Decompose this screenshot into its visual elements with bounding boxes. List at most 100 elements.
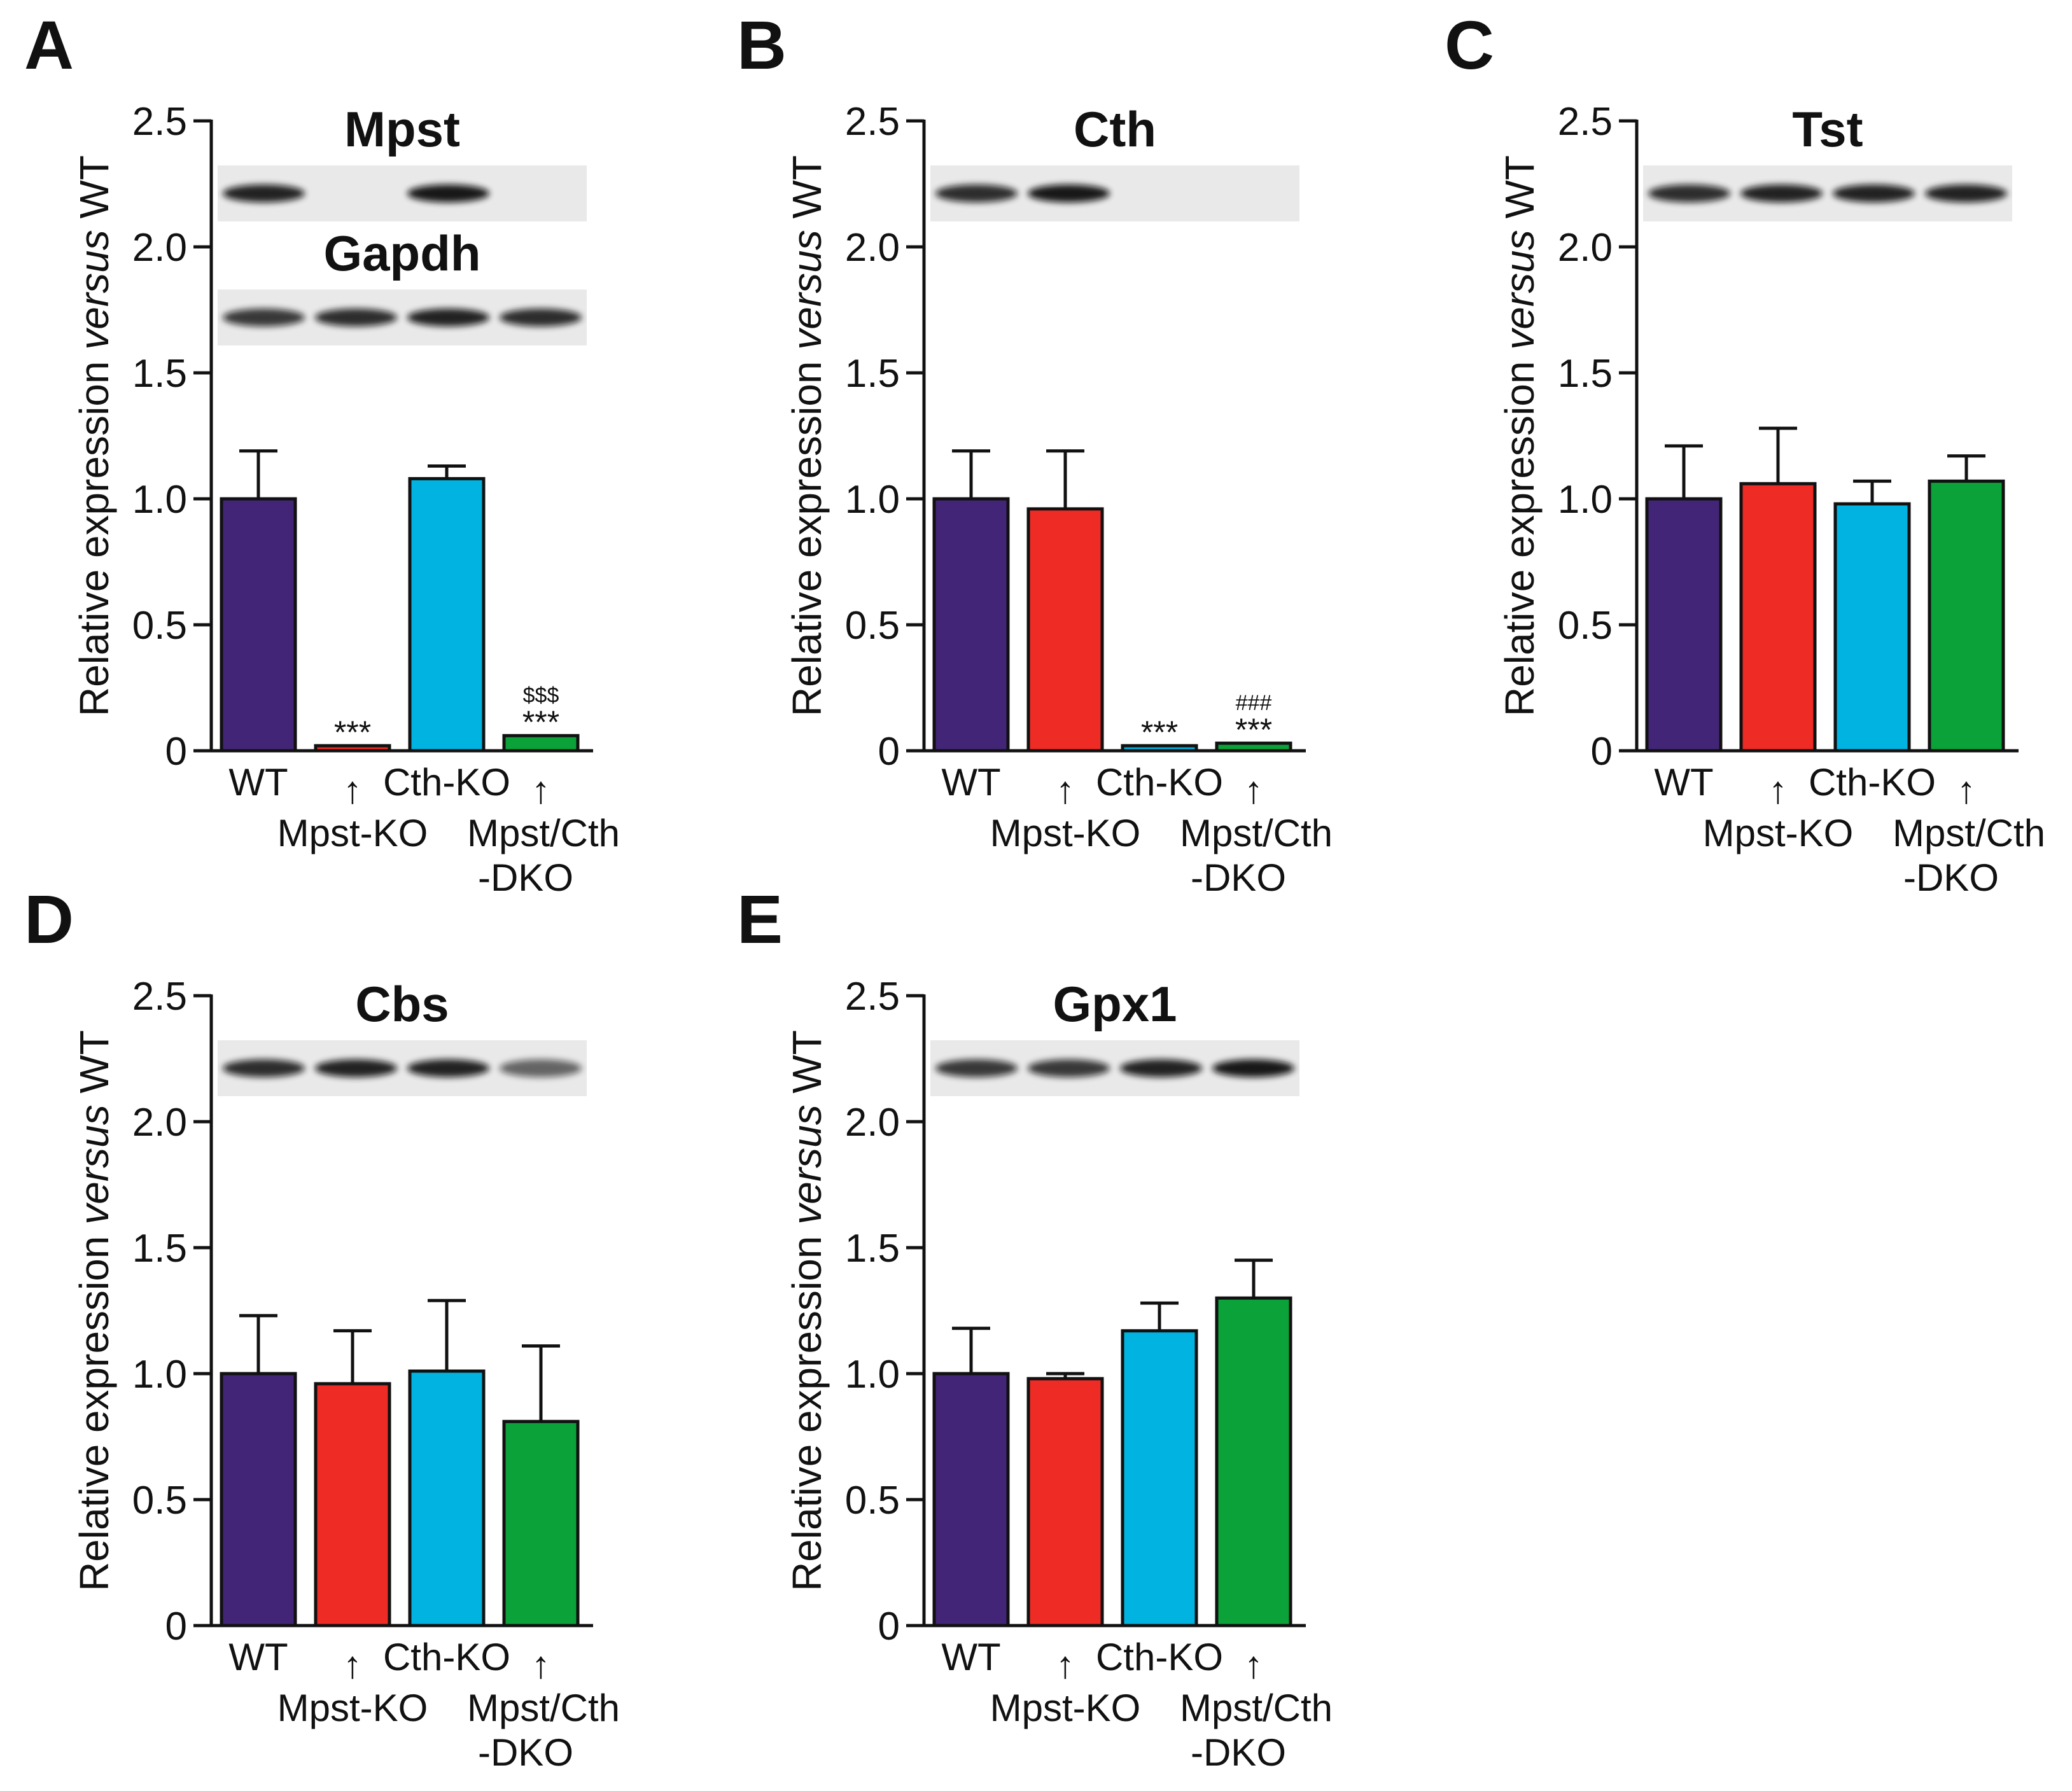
- y-tick-label: 2.0: [1558, 226, 1613, 270]
- x-label-mpst-ko: Mpst-KO: [277, 1687, 428, 1729]
- bar-Cth-KO: [408, 1369, 486, 1627]
- bar-WT: [1645, 497, 1723, 753]
- y-tick-label: 1.5: [845, 1227, 900, 1271]
- x-arrow: ↑: [343, 769, 362, 811]
- y-tick-label: 0.5: [1558, 604, 1613, 648]
- significance-marker: ***: [1235, 712, 1272, 748]
- significance-marker: ***: [334, 714, 371, 750]
- x-arrow: ↑: [343, 1643, 362, 1686]
- blot-band: [1925, 185, 2007, 202]
- y-tick-label: 2.0: [845, 226, 900, 270]
- x-label-dko-line2: -DKO: [1191, 1731, 1286, 1774]
- y-tick-label: 1.0: [132, 1353, 187, 1397]
- blot-label: Gapdh: [324, 225, 481, 281]
- y-axis-title: Relative expression versus WT: [71, 1030, 117, 1591]
- significance-marker: ###: [1236, 691, 1272, 715]
- panel-letter: E: [737, 881, 783, 958]
- blot-strip: [218, 289, 587, 345]
- blot-band: [315, 309, 397, 326]
- y-tick-label: 2.0: [132, 1101, 187, 1145]
- bar-Cth-KO: [1121, 1329, 1198, 1627]
- blot-band: [935, 1059, 1018, 1077]
- x-label-dko-line1: Mpst/Cth: [1180, 1687, 1333, 1729]
- x-label-wt: WT: [228, 1636, 288, 1678]
- panel-D: D Relative expression versus WT 0 0.5 1.0 1.5…: [24, 881, 620, 1774]
- panel-letter: A: [24, 6, 74, 83]
- bar-Mpst-KO: [1026, 507, 1104, 753]
- bar-Mpst/Cth-DKO: [1215, 1296, 1292, 1627]
- panel-A: A Relative expression versus WT 0 0.5 1.0 1.5…: [24, 6, 620, 899]
- bar-WT: [220, 1372, 297, 1627]
- x-label-mpst-ko: Mpst-KO: [277, 812, 428, 854]
- x-arrow: ↑: [1957, 769, 1976, 811]
- x-arrow: ↑: [1768, 769, 1788, 811]
- y-axis-title: Relative expression versus WT: [784, 155, 830, 716]
- blot-band: [500, 309, 582, 326]
- x-label-wt: WT: [941, 1636, 1000, 1678]
- x-arrow: ↑: [1244, 769, 1263, 811]
- blot-strip: [218, 165, 587, 221]
- significance-marker: $$$: [523, 683, 559, 707]
- x-arrow: ↑: [1056, 1643, 1075, 1686]
- y-tick-label: 2.5: [845, 100, 900, 144]
- x-label-dko-line2: -DKO: [1903, 856, 1999, 899]
- panel-E: E Relative expression versus WT 0 0.5 1.0 1.5…: [737, 881, 1333, 1774]
- panel-letter: B: [737, 6, 787, 83]
- y-tick-label: 0.5: [132, 604, 187, 648]
- x-label-dko-line2: -DKO: [478, 856, 573, 899]
- blot-band: [223, 185, 305, 202]
- x-arrow: ↑: [1244, 1643, 1263, 1686]
- x-label-mpst-ko: Mpst-KO: [990, 812, 1141, 854]
- blot-label: Cbs: [355, 976, 449, 1032]
- blot-label: Cth: [1074, 101, 1156, 157]
- x-label-dko-line2: -DKO: [1191, 856, 1286, 899]
- blot-strip: [930, 1040, 1299, 1096]
- y-tick-label: 1.0: [845, 478, 900, 522]
- y-tick-label: 2.5: [845, 975, 900, 1019]
- y-tick-label: 2.5: [1558, 100, 1613, 144]
- x-label-dko-line1: Mpst/Cth: [467, 1687, 620, 1729]
- panel-letter: C: [1445, 6, 1494, 83]
- x-label-dko-line1: Mpst/Cth: [1180, 812, 1333, 854]
- y-axis-title: Relative expression versus WT: [1497, 155, 1543, 716]
- y-tick-label: 0.5: [845, 604, 900, 648]
- bar-Cth-KO: [408, 477, 486, 753]
- x-arrow: ↑: [531, 1643, 550, 1686]
- bar-Mpst-KO: [1026, 1377, 1104, 1627]
- y-tick-label: 0: [1591, 730, 1613, 774]
- bar-Mpst/Cth-DKO: [502, 734, 580, 753]
- y-tick-label: 1.5: [845, 352, 900, 396]
- blot-label: Mpst: [344, 101, 460, 157]
- x-label-cth-ko: Cth-KO: [1096, 1636, 1223, 1678]
- y-tick-label: 0.5: [845, 1479, 900, 1523]
- y-tick-label: 2.5: [132, 975, 187, 1019]
- y-tick-label: 1.0: [845, 1353, 900, 1397]
- bar-Cth-KO: [1121, 744, 1198, 753]
- blot-label: Tst: [1792, 101, 1863, 157]
- blot-band: [1028, 185, 1110, 202]
- blot-strip: [930, 165, 1299, 221]
- x-arrow: ↑: [1056, 769, 1075, 811]
- bar-Mpst/Cth-DKO: [1928, 479, 2005, 753]
- y-tick-label: 0: [165, 730, 187, 774]
- blot-band: [1120, 1059, 1202, 1077]
- blot-band: [1212, 1059, 1294, 1077]
- x-label-dko-line2: -DKO: [478, 1731, 573, 1774]
- x-label-cth-ko: Cth-KO: [1809, 761, 1936, 804]
- x-label-wt: WT: [941, 761, 1000, 804]
- bar-Mpst-KO: [314, 744, 391, 753]
- y-tick-label: 2.0: [845, 1101, 900, 1145]
- blot-band: [407, 1059, 489, 1077]
- panel-C: C Relative expression versus WT 0 0.5 1.0 1.5…: [1445, 6, 2045, 899]
- significance-marker: ***: [1141, 714, 1178, 750]
- x-label-dko-line1: Mpst/Cth: [1893, 812, 2045, 854]
- y-tick-label: 2.5: [132, 100, 187, 144]
- y-tick-label: 1.0: [1558, 478, 1613, 522]
- x-label-wt: WT: [1654, 761, 1713, 804]
- x-label-dko-line1: Mpst/Cth: [467, 812, 620, 854]
- bar-Mpst/Cth-DKO: [1215, 741, 1292, 753]
- x-label-cth-ko: Cth-KO: [383, 761, 510, 804]
- blot-band: [407, 185, 489, 202]
- y-tick-label: 0: [165, 1605, 187, 1648]
- blot-band: [500, 1059, 582, 1077]
